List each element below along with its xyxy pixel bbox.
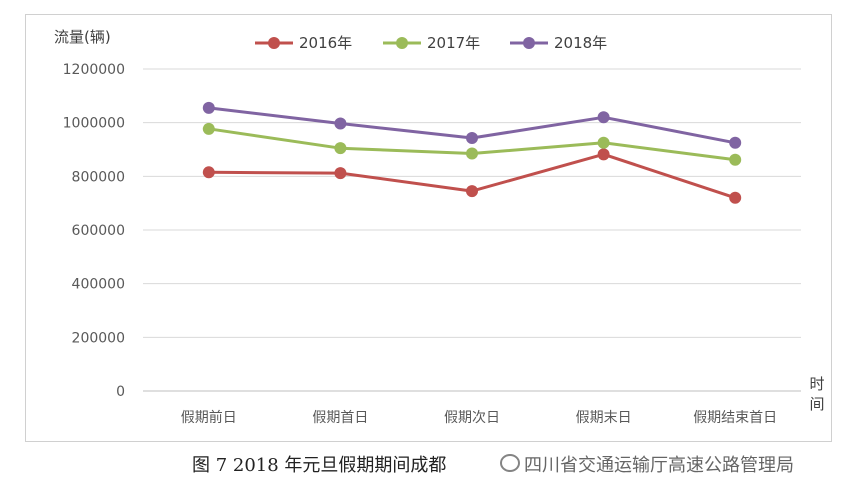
y-tick-label: 600000 — [72, 223, 125, 239]
legend-label: 2016年 — [299, 34, 352, 52]
line-chart: 0 200000 400000 600000 800000 1000000 1200000 假… — [54, 28, 825, 426]
data-point — [202, 122, 215, 135]
data-point — [597, 111, 610, 124]
x-tick-label: 假期结束首日 — [693, 410, 777, 426]
data-point — [729, 153, 742, 166]
legend-label: 2017年 — [427, 34, 480, 52]
legend-swatch-marker — [523, 37, 535, 49]
data-point — [334, 142, 347, 155]
y-tick-label: 800000 — [72, 169, 125, 185]
legend-label: 2018年 — [554, 34, 607, 52]
data-point — [729, 136, 742, 149]
y-tick-label: 1000000 — [63, 116, 125, 132]
data-point — [334, 167, 347, 180]
data-point — [466, 185, 478, 198]
y-axis-title: 流量(辆) — [54, 28, 111, 46]
x-tick-label: 假期末日 — [576, 410, 632, 426]
data-point — [597, 148, 610, 161]
data-point — [729, 191, 742, 204]
chart-frame: 0 200000 400000 600000 800000 1000000 1200000 假… — [25, 14, 832, 442]
y-tick-label: 1200000 — [63, 62, 125, 78]
wechat-icon — [500, 454, 520, 472]
data-point — [202, 101, 215, 114]
x-axis-title-char: 间 — [809, 395, 824, 413]
x-axis-title-char: 时 — [809, 375, 824, 393]
watermark-text: 四川省交通运输厅高速公路管理局 — [524, 455, 794, 476]
data-point — [466, 147, 478, 160]
figure-caption: 图 7 2018 年元旦假期期间成都 — [192, 455, 447, 476]
y-tick-label: 200000 — [72, 330, 125, 346]
data-point — [334, 117, 347, 130]
y-tick-label: 400000 — [72, 277, 125, 293]
watermark: 四川省交通运输厅高速公路管理局 — [500, 451, 794, 477]
y-tick-label: 0 — [116, 384, 125, 400]
legend-swatch-marker — [268, 37, 280, 49]
x-tick-label: 假期次日 — [444, 410, 500, 426]
data-point — [466, 131, 478, 144]
x-tick-label: 假期前日 — [181, 409, 237, 426]
legend-swatch-marker — [396, 37, 408, 49]
x-tick-label: 假期首日 — [312, 410, 368, 426]
data-point — [202, 166, 215, 179]
data-point — [597, 136, 610, 149]
